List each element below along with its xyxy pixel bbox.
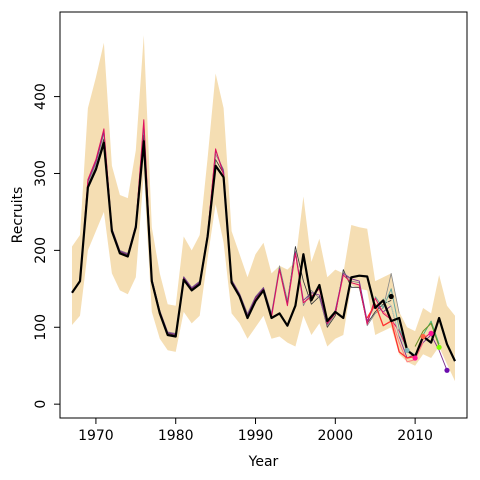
x-tick-label: 2010 [397, 428, 433, 444]
endpoint-markers [388, 293, 450, 373]
endpoint-point-1 [388, 293, 394, 300]
y-tick-label: 200 [33, 237, 49, 264]
y-tick-label: 100 [33, 314, 49, 341]
y-tick-label: 0 [33, 400, 49, 409]
endpoint-point-2 [404, 347, 410, 353]
series-line-1 [71, 140, 456, 362]
endpoint-point-5 [428, 330, 434, 336]
series-line-11 [422, 320, 440, 345]
y-axis: 0 100 200 300 400 [33, 83, 60, 409]
y-tick-label: 400 [33, 83, 49, 110]
endpoint-point-3 [412, 355, 418, 361]
plot-frame [59, 11, 468, 419]
x-tick-label: 1970 [78, 428, 114, 444]
y-tick-label: 300 [33, 160, 49, 187]
x-axis-label: Year [248, 454, 279, 470]
series-line-10 [414, 322, 440, 347]
series-lines [71, 119, 456, 371]
endpoint-point-7 [444, 367, 450, 373]
x-tick-label: 1990 [238, 428, 274, 444]
y-axis-label: Recruits [10, 187, 26, 244]
endpoint-point-6 [436, 344, 442, 350]
x-axis: 1970 1980 1990 2000 2010 [78, 418, 433, 444]
x-tick-label: 1980 [158, 428, 194, 444]
x-tick-label: 2000 [318, 428, 354, 444]
endpoint-point-4 [420, 333, 426, 340]
